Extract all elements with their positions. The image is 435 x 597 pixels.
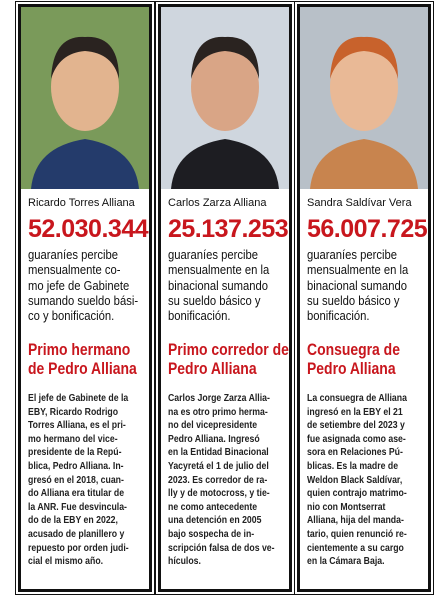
body-text: cial el mismo año. (28, 555, 104, 568)
body-text: una detención en 2005 (168, 514, 262, 527)
body-text: repuesto por orden judi- (28, 541, 129, 554)
salary-description: guaraníes percibe (28, 248, 119, 262)
salary-description: guaraníes percibe (168, 248, 259, 262)
profile-panel: Carlos Zarza Alliana 25.137.253 guaraníes … (155, 1, 295, 595)
salary-amount: 52.030.344 (28, 215, 149, 243)
body-text: gresó en el 2018, cuan- (28, 473, 124, 486)
body-text: nio con Montserrat (307, 500, 386, 513)
salary-description: bonificación. (307, 309, 370, 324)
body-text: blica, Pedro Alliana. In- (28, 460, 124, 472)
body-text: EBY, Ricardo Rodrigo (28, 405, 119, 418)
relation-heading: Pedro Alliana (307, 359, 396, 378)
portrait-photo (21, 7, 149, 189)
body-text: Weldon Black Saldívar, (307, 473, 403, 486)
body-text: fue asignada como ase- (307, 432, 406, 445)
salary-description: mensualmente co- (28, 263, 121, 278)
body-text: bajo sospecha de in- (168, 528, 255, 540)
body-text: en la Entidad Binacional (168, 446, 269, 459)
body-text: en la Cámara Baja. (307, 555, 385, 568)
relation-heading: Pedro Alliana (168, 359, 257, 378)
body-text: de setiembre del 2023 y (307, 419, 405, 432)
salary-description: binacional sumando (168, 278, 269, 293)
salary-description: mensualmente en la (307, 263, 409, 278)
portrait (21, 7, 149, 189)
salary-description: co y bonificación. (28, 309, 115, 324)
body-text: do de la EBY en 2022, (28, 514, 118, 527)
body-text: lly y de motocross, y tie- (168, 487, 270, 500)
salary-description: binacional sumando (307, 278, 408, 293)
salary-description: mo jefe de Gabinete (28, 278, 130, 293)
person-name: Carlos Zarza Alliana (168, 197, 267, 209)
body-text: hículos. (168, 555, 201, 568)
salary-amount: 25.137.253 (168, 215, 289, 243)
body-text: acusado de planillero y (28, 528, 125, 540)
portrait (161, 7, 289, 189)
body-text: tario, quien renunció re- (307, 528, 407, 540)
salary-description: bonificación. (168, 309, 231, 324)
body-text: Carlos Jorge Zarza Allia- (168, 392, 270, 404)
body-text: Yacyretá el 1 de julio del (168, 460, 269, 472)
salary-amount: 56.007.725 (307, 215, 428, 243)
salary-description: su sueldo básico y (168, 293, 261, 308)
salary-description: sumando sueldo bási- (28, 293, 139, 308)
salary-description: mensualmente en la (168, 263, 270, 278)
salary-description: guaraníes percibe (307, 248, 398, 262)
body-text: ne como antecedente (168, 500, 258, 513)
body-text: sora en Relaciones Pú- (307, 446, 403, 459)
body-text: La consuegra de Alliana (307, 392, 407, 404)
relation-heading: Primo hermano (28, 340, 131, 359)
body-text: El jefe de Gabinete de la (28, 392, 129, 404)
body-text: Alliana, hija del manda- (307, 514, 404, 527)
body-text: do Alliana era titular de (28, 487, 125, 500)
relation-heading: Consuegra de (307, 340, 400, 359)
salary-description: su sueldo básico y (307, 293, 400, 308)
body-text: Torres Alliana, es el pri- (28, 419, 126, 432)
relation-heading: Primo corredor de (168, 340, 289, 359)
body-text: Pedro Alliana. Ingresó (168, 432, 260, 445)
body-text: na es otro primo herma- (168, 405, 268, 418)
portrait-photo (161, 7, 289, 189)
portrait-photo (300, 7, 428, 189)
body-text: ingresó en la EBY el 21 (307, 405, 403, 418)
person-name: Sandra Saldívar Vera (307, 197, 412, 209)
person-name: Ricardo Torres Alliana (28, 197, 135, 209)
relation-heading: de Pedro Alliana (28, 359, 137, 378)
body-text: mo hermano del vice- (28, 432, 118, 445)
body-text: no del vicepresidente (168, 419, 258, 432)
body-text: la ANR. Fue desvincula- (28, 500, 127, 513)
profile-panel: Ricardo Torres Alliana 52.030.344 guaraníe… (15, 1, 155, 595)
body-text: quien contrajo matrimo- (307, 487, 407, 500)
profile-panel: Sandra Saldívar Vera 56.007.725 guaraníes … (294, 1, 434, 595)
body-text: cientemente a su cargo (307, 541, 404, 554)
body-text: scripción falsa de dos ve- (168, 541, 275, 554)
portrait (300, 7, 428, 189)
body-text: blicas. Es la madre de (307, 460, 399, 472)
body-text: 2023. Es corredor de ra- (168, 473, 268, 486)
body-text: presidente de la Repú- (28, 446, 122, 459)
